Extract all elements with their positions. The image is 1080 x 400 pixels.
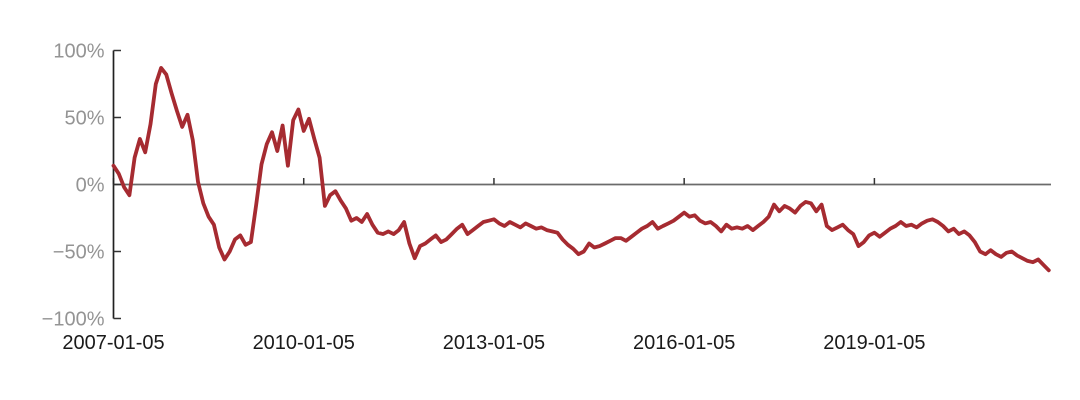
y-tick-label: −50% [53, 242, 105, 264]
x-tick-label: 2016-01-05 [633, 332, 735, 354]
y-tick-label: 100% [53, 41, 104, 63]
y-tick-label: 50% [64, 108, 104, 130]
x-tick-label: 2013-01-05 [443, 332, 545, 354]
x-tick-label: 2019-01-05 [823, 332, 925, 354]
x-tick-label: 2010-01-05 [253, 332, 355, 354]
y-tick-label: −100% [42, 309, 105, 331]
x-tick-label: 2007-01-05 [62, 332, 164, 354]
y-tick-label: 0% [76, 175, 105, 197]
data-line-cumulative-return-pct [111, 66, 1051, 273]
